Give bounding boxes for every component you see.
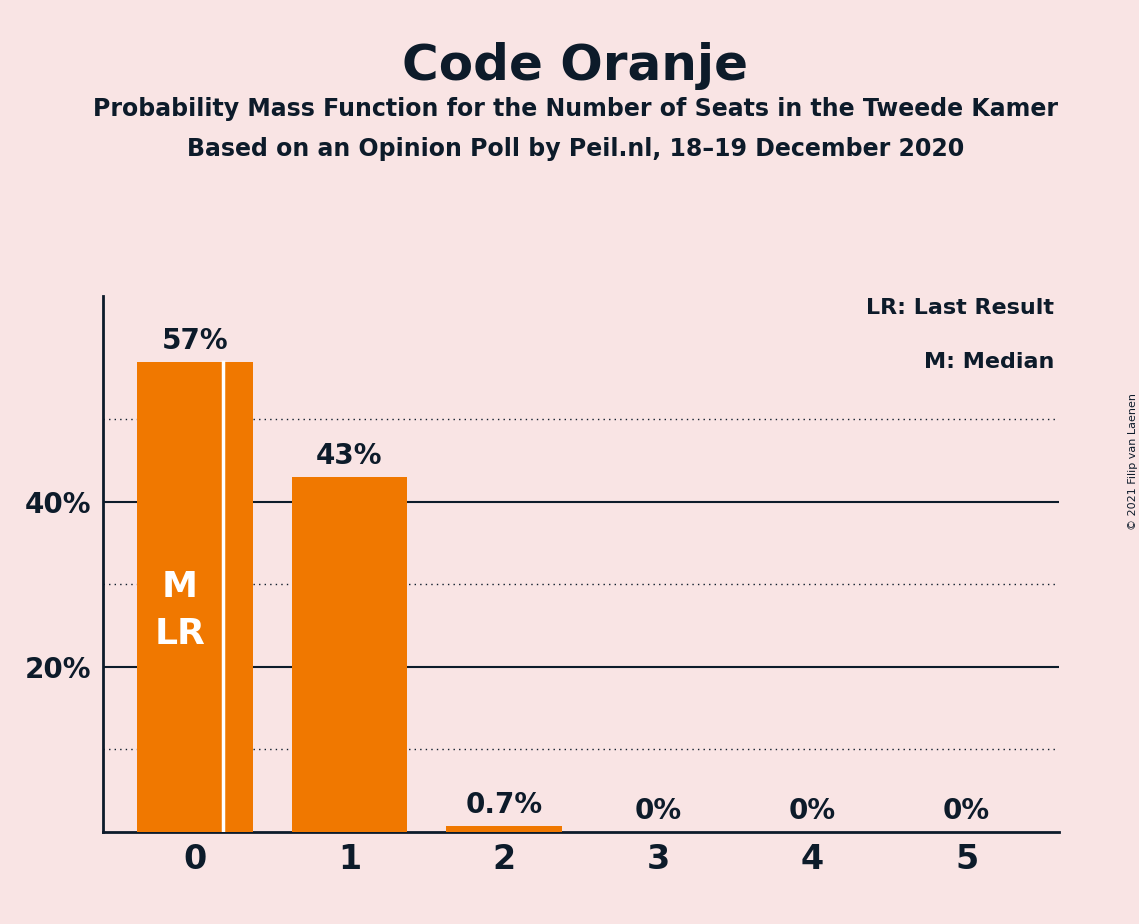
Bar — [292, 477, 408, 832]
Text: 0%: 0% — [943, 797, 990, 825]
Text: Based on an Opinion Poll by Peil.nl, 18–19 December 2020: Based on an Opinion Poll by Peil.nl, 18–… — [187, 137, 964, 161]
Bar — [137, 361, 253, 832]
Text: M: Median: M: Median — [924, 352, 1055, 372]
Text: 43%: 43% — [317, 443, 383, 470]
Text: 57%: 57% — [162, 327, 229, 355]
Text: 0%: 0% — [789, 797, 836, 825]
Text: 0%: 0% — [634, 797, 681, 825]
Bar — [445, 826, 562, 832]
Text: 0.7%: 0.7% — [465, 791, 542, 820]
Text: © 2021 Filip van Laenen: © 2021 Filip van Laenen — [1129, 394, 1138, 530]
Text: M: M — [162, 570, 198, 604]
Text: Probability Mass Function for the Number of Seats in the Tweede Kamer: Probability Mass Function for the Number… — [92, 97, 1058, 121]
Text: LR: LR — [155, 617, 205, 651]
Text: LR: Last Result: LR: Last Result — [867, 298, 1055, 319]
Text: Code Oranje: Code Oranje — [402, 42, 748, 90]
